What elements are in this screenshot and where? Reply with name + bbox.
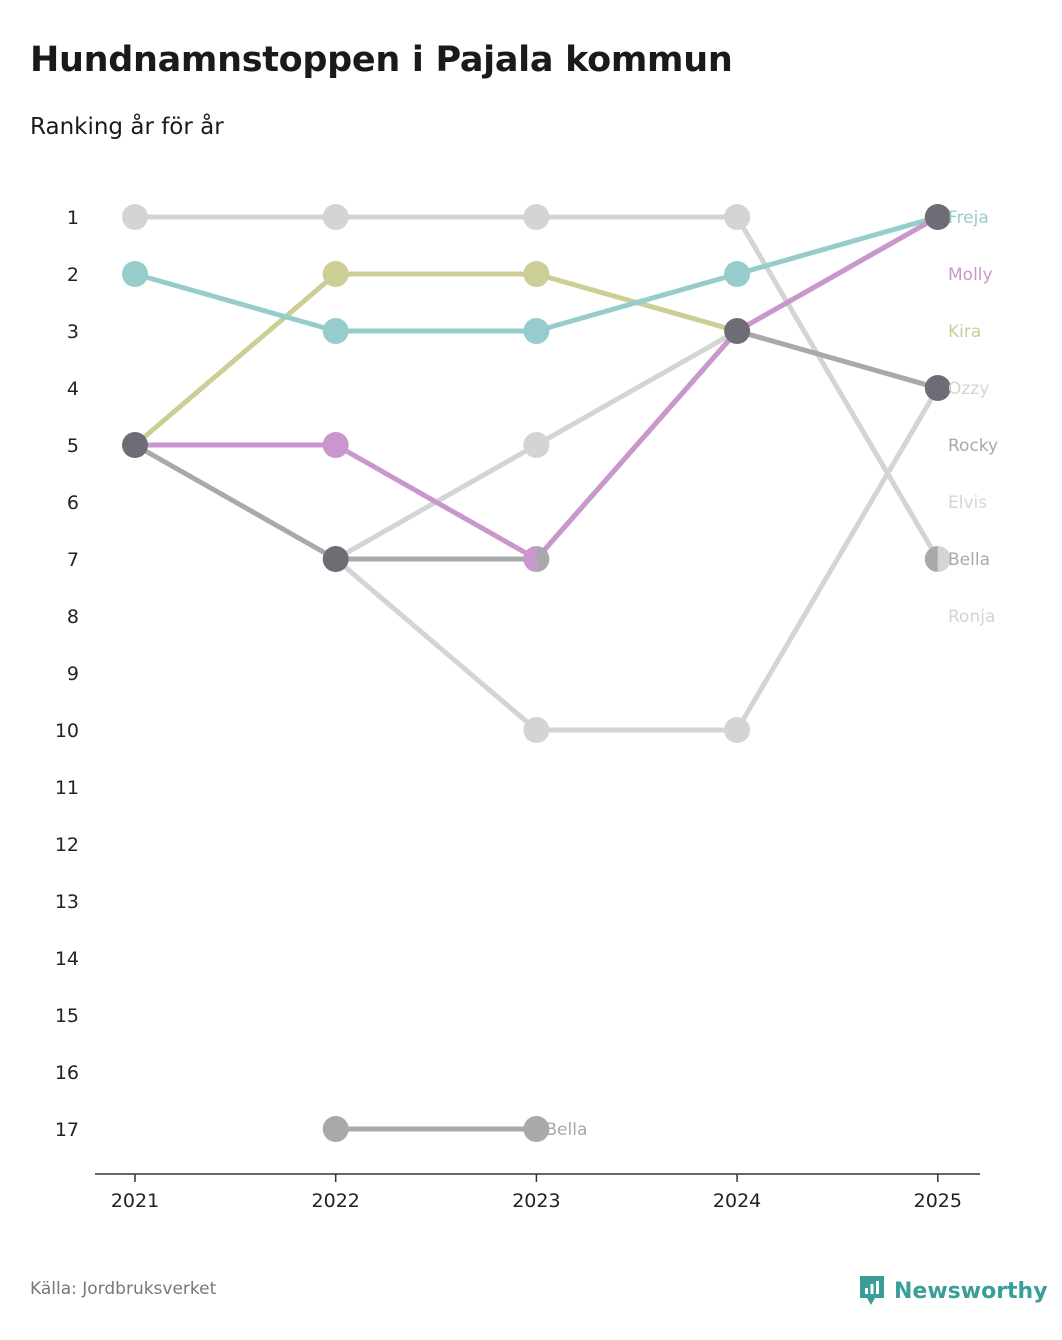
point-bella-2-[interactable] [322,1116,349,1142]
point-overlap[interactable] [924,375,951,401]
newsworthy-logo-icon [860,1276,884,1305]
series-line-ozzy [533,328,740,448]
point-elvis[interactable] [724,717,751,743]
y-tick-label: 4 [67,378,79,400]
point-elvis[interactable] [523,717,550,743]
point-split-left[interactable] [523,546,537,572]
brand-name: Newsworthy [894,1278,1048,1304]
y-tick-label: 13 [55,891,79,913]
end-label-molly: Molly [948,265,993,285]
end-label-ronja: Ronja [948,607,995,627]
series-line-elvis [734,385,941,733]
y-tick-label: 6 [67,492,79,514]
series-line-elvis [333,556,539,733]
y-tick-label: 8 [67,606,79,628]
y-tick-label: 7 [67,549,79,571]
series-line-molly [333,442,539,562]
x-axis: 2021 2022 2023 2024 2025 [111,1174,962,1212]
chart-subtitle: Ranking år för år [30,114,224,140]
x-tick-label: 2023 [512,1190,560,1212]
point-split-right[interactable] [536,546,550,572]
x-tick-label: 2022 [312,1190,360,1212]
series-line-molly [533,328,740,562]
y-tick-label: 3 [67,321,79,343]
y-tick-label: 16 [55,1062,79,1084]
y-tick-label: 10 [55,720,79,742]
series-line-freja [132,271,339,334]
x-tick-label: 2024 [713,1190,761,1212]
point-overlap[interactable] [924,204,951,230]
point-freja[interactable] [724,261,751,287]
end-labels: Freja Molly Kira Ozzy Rocky Elvis Bella Ronja Be… [545,208,998,1140]
point-split-right[interactable] [937,546,951,572]
y-tick-label: 14 [55,948,79,970]
point-ozzy[interactable] [523,432,550,458]
point-bella-2-[interactable] [523,1116,550,1142]
series-line-rocky [132,442,339,562]
series-line-molly [734,214,941,334]
x-tick-label: 2025 [914,1190,962,1212]
series-lines [132,214,941,1132]
y-tick-label: 17 [55,1119,79,1141]
chart-title: Hundnamnstoppen i Pajala kommun [30,40,733,80]
point-freja[interactable] [523,318,550,344]
y-tick-label: 11 [55,777,79,799]
point-ronja[interactable] [724,204,751,230]
y-tick-label: 9 [67,663,79,685]
end-label-kira: Kira [948,322,981,342]
inline-label-bella: Bella [545,1120,587,1140]
point-freja[interactable] [322,318,349,344]
end-label-bella: Bella [948,550,990,570]
series-line-freja [734,214,941,277]
series-line-ronja [734,214,941,562]
point-kira[interactable] [523,261,550,287]
point-kira[interactable] [322,261,349,287]
point-ronja[interactable] [122,204,148,230]
series-markers [122,204,951,1142]
series-line-kira [132,271,339,448]
point-overlap[interactable] [724,318,751,344]
point-overlap[interactable] [322,546,349,572]
source-note: Källa: Jordbruksverket [30,1279,217,1299]
point-ronja[interactable] [322,204,349,230]
end-label-elvis: Elvis [948,493,987,513]
brand-logo[interactable]: Newsworthy [858,1274,1048,1308]
end-label-rocky: Rocky [948,436,998,456]
y-tick-label: 15 [55,1005,79,1027]
point-molly[interactable] [322,432,349,458]
y-tick-label: 12 [55,834,79,856]
point-overlap[interactable] [122,432,148,458]
y-tick-label: 1 [67,207,79,229]
point-freja[interactable] [122,261,148,287]
point-ronja[interactable] [523,204,550,230]
end-label-ozzy: Ozzy [948,379,989,399]
series-line-freja [533,271,740,334]
point-split-left[interactable] [924,546,938,572]
series-line-rocky [734,328,941,391]
y-tick-label: 5 [67,435,79,457]
x-tick-label: 2021 [111,1190,159,1212]
y-tick-label: 2 [67,264,79,286]
end-label-freja: Freja [948,208,989,228]
